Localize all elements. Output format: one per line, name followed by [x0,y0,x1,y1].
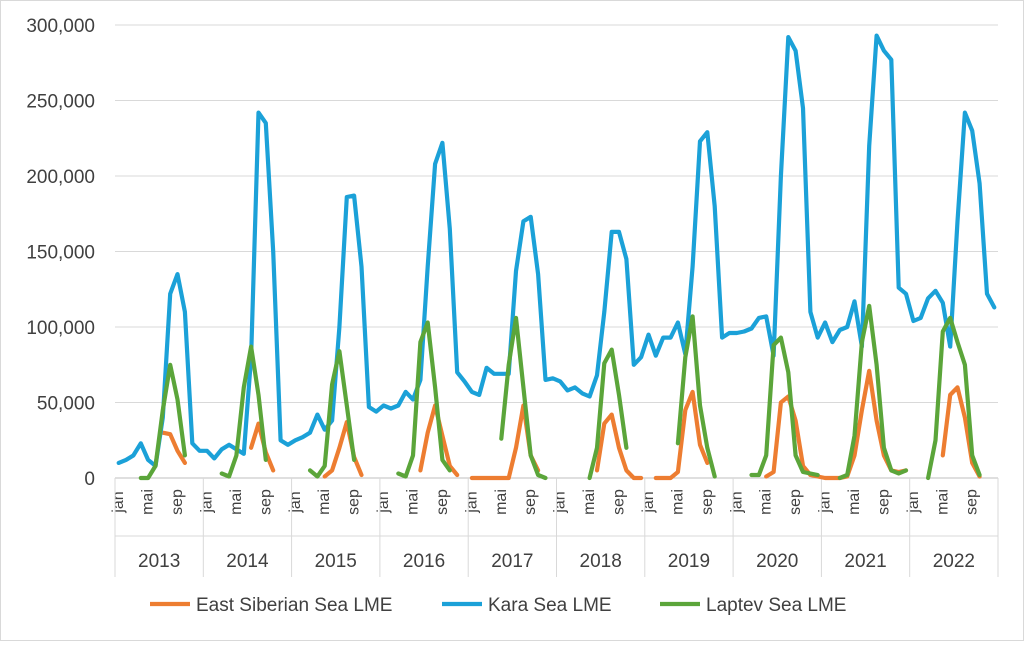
y-tick-label: 300,000 [26,16,95,37]
y-tick-label: 150,000 [26,243,95,264]
month-tick-label: mai [493,489,510,515]
month-tick-label: jan [552,491,569,513]
month-tick-label: sep [964,489,981,515]
month-tick-label: jan [110,491,127,513]
month-tick-label: sep [787,489,804,515]
year-label: 2013 [138,551,180,572]
month-tick-label: jan [287,491,304,513]
month-tick-label: mai [934,489,951,515]
month-tick-label: sep [346,489,363,515]
year-label: 2014 [226,551,269,572]
legend-label: East Siberian Sea LME [196,595,392,616]
month-tick-label: mai [140,489,157,515]
year-label: 2016 [403,551,445,572]
y-tick-label: 200,000 [26,167,95,188]
month-tick-label: jan [463,491,480,513]
y-tick-label: 250,000 [26,92,95,113]
month-tick-label: mai [669,489,686,515]
month-tick-label: mai [228,489,245,515]
month-tick-label: mai [758,489,775,515]
year-label: 2020 [756,551,798,572]
month-tick-label: jan [905,491,922,513]
y-tick-label: 50,000 [37,394,95,415]
month-tick-label: jan [375,491,392,513]
month-tick-label: mai [316,489,333,515]
month-tick-label: sep [522,489,539,515]
year-label: 2015 [315,551,357,572]
legend-label: Laptev Sea LME [706,595,846,616]
month-tick-label: sep [875,489,892,515]
y-tick-label: 0 [84,469,95,490]
year-label: 2021 [844,551,886,572]
month-tick-label: mai [581,489,598,515]
month-tick-label: mai [846,489,863,515]
month-tick-label: sep [434,489,451,515]
month-tick-label: mai [405,489,422,515]
year-label: 2017 [491,551,533,572]
month-tick-label: sep [257,489,274,515]
month-tick-label: jan [817,491,834,513]
year-label: 2019 [668,551,710,572]
year-label: 2022 [933,551,975,572]
year-label: 2018 [580,551,622,572]
month-tick-label: sep [699,489,716,515]
legend-label: Kara Sea LME [488,595,612,616]
month-tick-label: sep [611,489,628,515]
month-tick-label: sep [169,489,186,515]
y-tick-label: 100,000 [26,318,95,339]
month-tick-label: jan [640,491,657,513]
month-tick-label: jan [198,491,215,513]
month-tick-label: jan [728,491,745,513]
